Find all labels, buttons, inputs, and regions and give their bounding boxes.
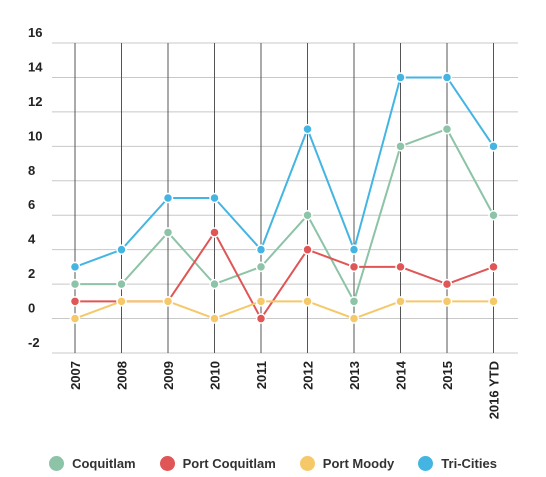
series-line [74,300,494,320]
data-point [441,278,453,290]
x-tick-label: 2014 [394,360,409,390]
data-point [488,261,499,273]
y-tick-label: 14 [28,59,43,74]
legend: Coquitlam Port Coquitlam Port Moody Tri-Cit… [0,452,546,474]
data-point [116,244,127,255]
data-point [209,313,220,324]
data-point [69,313,81,324]
data-point [395,296,406,307]
y-tick-label: 4 [28,232,36,247]
data-point [395,72,406,83]
x-tick-label: 2008 [115,361,130,390]
series-lines [69,72,499,324]
legend-swatch [159,455,175,471]
data-point [348,244,360,255]
x-tick-label: 2009 [161,361,176,390]
data-point [488,209,499,221]
legend-item: Port Coquitlam [159,455,276,471]
series-tri-cities [69,72,499,273]
series-port-moody [69,296,499,324]
data-point [162,227,174,238]
y-tick-label: 2 [28,266,35,281]
legend-swatch [49,455,65,471]
x-tick-label: 2013 [347,361,362,390]
y-tick-label: -2 [28,335,40,350]
data-point [348,261,360,273]
data-point [162,192,174,204]
series-line [75,231,494,320]
x-tick-label: 2016 YTD [487,361,502,419]
x-tick-label: 2007 [68,361,83,390]
legend-label: Coquitlam [72,455,136,471]
data-point [69,278,81,290]
y-tick-label: 8 [28,163,35,178]
data-point [302,296,313,307]
data-point [302,244,313,255]
data-point [348,313,360,324]
data-point [116,278,127,290]
data-point [441,72,453,83]
data-point [395,141,406,152]
data-point [162,296,174,307]
series-line [74,76,495,268]
data-point [255,313,267,324]
data-point [488,141,499,152]
legend-label: Port Coquitlam [182,455,276,471]
data-point [255,296,267,307]
data-point [69,296,81,307]
data-point [441,296,453,307]
data-point [302,209,313,221]
legend-label: Tri-Cities [441,455,497,471]
data-point [255,244,267,255]
legend-label: Port Moody [322,455,395,471]
x-axis-ticks: 2007 2008 2009 2010 2011 2012 2013 2014 2015 2016… [68,360,502,419]
legend-swatch [299,455,315,471]
series-coquitlam [69,123,499,307]
series-line [75,128,495,303]
y-tick-label: 10 [28,128,42,143]
line-chart: 16 14 12 10 8 6 4 2 0 -2 2007 2008 2009 2010 2011 2012… [28,25,518,419]
data-point [209,227,220,238]
data-point [209,192,220,204]
legend-item: Tri-Cities [418,455,497,471]
data-point [209,278,220,290]
y-tick-label: 16 [28,25,42,40]
x-tick-label: 2012 [301,361,316,390]
data-point [302,123,313,135]
y-axis-ticks: 16 14 12 10 8 6 4 2 0 -2 [28,25,43,350]
x-tick-label: 2010 [208,361,223,390]
data-point [116,296,127,307]
data-point [348,296,360,307]
data-point [395,261,406,273]
x-tick-label: 2011 [254,361,269,389]
data-point [441,123,453,135]
legend-swatch [418,455,434,471]
x-tick-label: 2015 [440,361,455,390]
y-tick-label: 0 [28,301,35,316]
legend-item: Port Moody [299,455,395,471]
y-tick-label: 12 [28,94,42,109]
data-point [255,261,267,273]
data-point [488,296,499,307]
y-tick-label: 6 [28,197,35,212]
data-point [69,261,81,273]
legend-item: Coquitlam [49,455,136,471]
